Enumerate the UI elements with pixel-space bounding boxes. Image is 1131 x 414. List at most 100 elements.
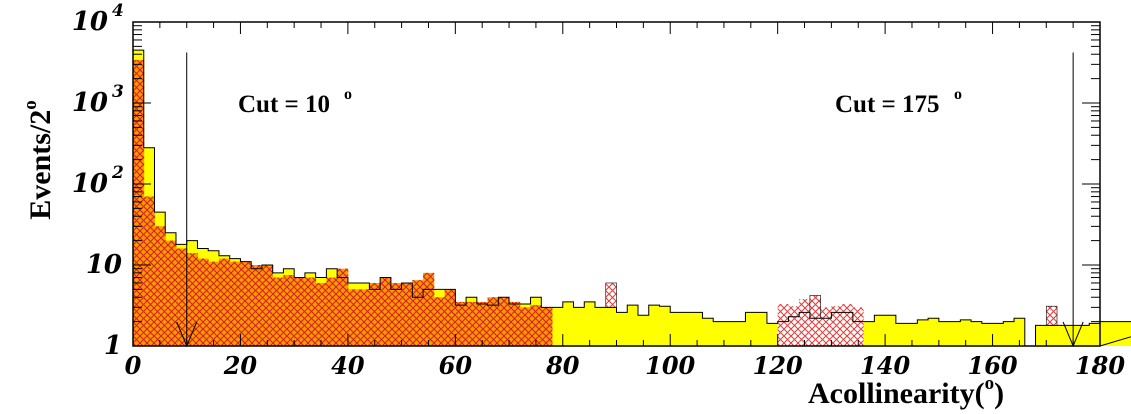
y-tick-exponent: 4 <box>112 1 124 21</box>
bar-total <box>874 315 886 346</box>
bar-total <box>1014 318 1026 346</box>
bar-signal-hatch <box>165 240 177 346</box>
x-axis-tick-labels: 0 20 40 60 80 100 120 140 160 180 <box>125 351 1126 380</box>
bar-background-hatch <box>842 304 853 346</box>
cut-left-degree: o <box>344 86 352 103</box>
bar-total <box>702 318 714 346</box>
bar-background-hatch <box>852 307 864 346</box>
x-axis-title-text: Acollinearity(o) <box>808 373 1004 410</box>
bar-signal-hatch <box>229 261 241 346</box>
bar-signal-hatch <box>519 307 531 346</box>
bar-signal-hatch <box>466 301 478 346</box>
bar-total <box>1046 325 1058 346</box>
bar-signal-hatch <box>337 268 349 346</box>
bar-signal-hatch <box>154 226 166 346</box>
x-tick-label: 120 <box>753 351 803 380</box>
bar-overlay-hatch <box>809 295 821 319</box>
y-tick-label: 10 <box>86 250 122 280</box>
x-axis-title: Acollinearity(o) <box>808 373 1004 410</box>
bar-total <box>648 305 660 346</box>
y-tick-exponent: 2 <box>111 163 124 183</box>
bar-signal-hatch <box>369 282 381 346</box>
y-axis-title: Events/2o <box>20 100 57 220</box>
bar-signal-hatch <box>444 289 456 346</box>
bar-total <box>1089 323 1101 346</box>
bar-total <box>863 321 875 346</box>
y-axis-ticks <box>133 25 1100 347</box>
bar-total <box>670 312 682 346</box>
bar-total <box>745 312 757 346</box>
bar-total <box>756 312 768 346</box>
x-tick-label: 40 <box>331 351 365 380</box>
annotation-cut-left: Cut = 10 o <box>238 86 352 118</box>
annotation-cut-right: Cut = 175 o <box>835 86 962 118</box>
bar-total <box>885 315 897 346</box>
x-tick-label: 140 <box>860 351 910 380</box>
bar-total <box>766 323 779 346</box>
bar-signal-hatch <box>208 261 220 346</box>
bar-total <box>1121 321 1131 346</box>
bar-background-hatch <box>799 299 810 346</box>
bar-signal-hatch <box>326 277 338 346</box>
x-tick-label: 180 <box>1075 351 1125 380</box>
bar-signal-hatch <box>401 282 413 346</box>
bar-signal-hatch <box>218 258 231 346</box>
x-tick-label: 80 <box>545 351 580 380</box>
x-tick-label: 0 <box>125 351 142 380</box>
bar-signal-hatch <box>541 307 553 346</box>
bar-total <box>713 321 725 346</box>
bar-overlay-hatch <box>605 282 617 308</box>
bar-total <box>1003 321 1015 346</box>
x-axis-ticks <box>132 22 1101 346</box>
bar-total <box>595 307 607 346</box>
bar-signal-hatch <box>423 272 435 346</box>
bar-signal-hatch <box>530 305 542 346</box>
bar-total <box>1078 325 1090 346</box>
y-axis-title-text: Events/2o <box>20 100 57 220</box>
x-tick-label: 100 <box>645 351 695 380</box>
bar-signal-hatch <box>455 301 467 346</box>
cut-left-label: Cut = 10 <box>238 91 330 118</box>
y-tick-label: 10 <box>72 7 108 37</box>
bar-total <box>723 321 736 346</box>
cut-right-label: Cut = 175 <box>835 91 940 118</box>
series-background-histogram <box>605 282 1058 346</box>
bar-background-hatch <box>777 304 789 346</box>
bar-total <box>616 312 628 346</box>
bar-signal-hatch <box>143 196 155 346</box>
histogram-outline <box>132 49 1131 347</box>
bar-total <box>605 307 617 346</box>
bar-total <box>1100 321 1112 346</box>
bar-background-hatch <box>831 306 843 346</box>
bar-background-hatch <box>788 306 800 346</box>
bar-signal-hatch <box>509 301 521 346</box>
bar-signal-hatch <box>261 265 274 346</box>
bar-total <box>960 319 972 346</box>
bar-total <box>573 307 585 346</box>
bar-total <box>949 321 961 346</box>
y-tick-label: 10 <box>72 169 108 199</box>
bar-signal-hatch <box>133 59 145 347</box>
bar-total <box>895 323 907 346</box>
bar-total <box>928 318 940 346</box>
bar-signal-hatch <box>380 277 392 346</box>
bar-total <box>659 306 671 346</box>
bar-total <box>1035 325 1047 346</box>
bar-total <box>637 315 650 346</box>
y-tick-exponent: 3 <box>112 82 124 102</box>
bar-total <box>562 301 574 346</box>
bar-signal-hatch <box>294 277 306 346</box>
bar-background-hatch <box>809 305 821 346</box>
bar-total <box>906 323 918 346</box>
cut-right-degree: o <box>954 86 962 103</box>
bar-total <box>734 321 746 346</box>
y-tick-label: 1 <box>104 331 122 361</box>
bar-total <box>552 307 564 346</box>
bar-total <box>992 323 1004 346</box>
bar-signal-hatch <box>272 277 284 346</box>
bar-total <box>1110 321 1122 346</box>
bar-signal-hatch <box>197 258 209 346</box>
bar-signal-hatch <box>476 301 488 346</box>
